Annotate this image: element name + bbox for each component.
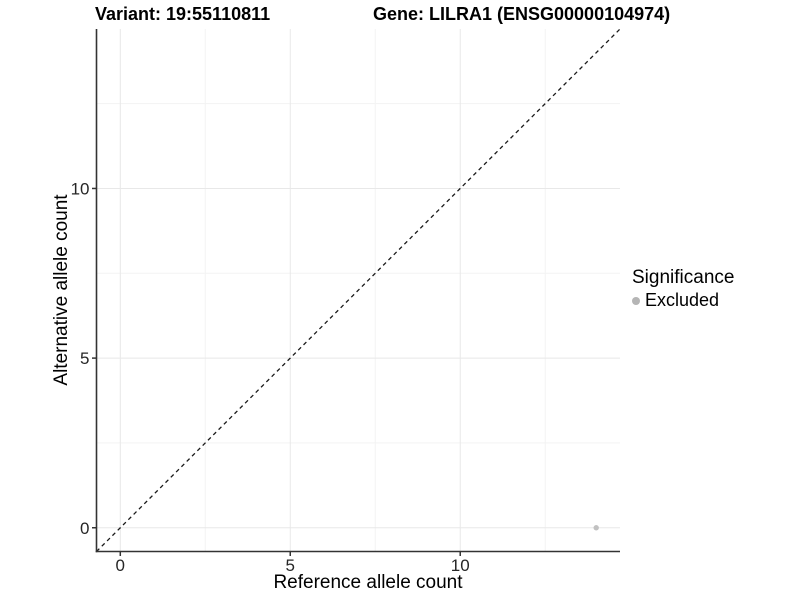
legend-item-excluded: Excluded xyxy=(632,290,734,311)
x-tick-label: 10 xyxy=(451,556,470,575)
x-tick-label: 0 xyxy=(116,556,125,575)
y-tick-label: 5 xyxy=(80,349,89,368)
plot-title-variant: Variant: 19:55110811 xyxy=(95,4,271,24)
x-tick-label: 5 xyxy=(286,556,295,575)
identity-dashed-line xyxy=(96,28,621,552)
legend-title: Significance xyxy=(632,267,735,288)
legend-point-icon xyxy=(632,296,640,305)
plot-title-gene: Gene: LILRA1 (ENSG00000104974) xyxy=(373,4,671,24)
y-axis-title: Alternative allele count xyxy=(51,194,72,386)
data-point xyxy=(593,525,599,531)
legend-item-label: Excluded xyxy=(645,290,720,310)
y-tick-label: 10 xyxy=(71,179,90,198)
y-tick-label: 0 xyxy=(80,519,89,538)
legend: Significance Excluded xyxy=(632,267,734,311)
x-axis-title: Reference allele count xyxy=(273,572,463,593)
